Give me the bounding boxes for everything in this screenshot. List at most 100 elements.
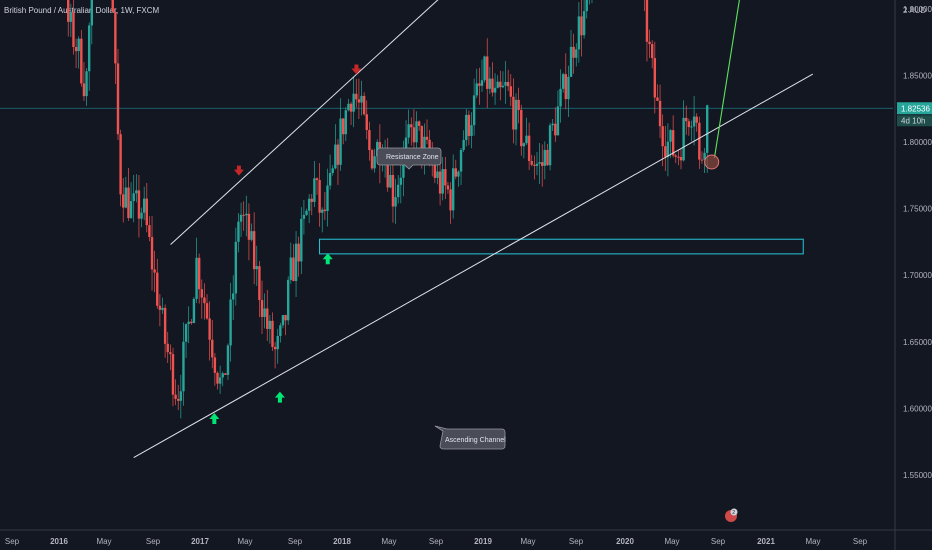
candle-body [543, 149, 547, 166]
candle-body [318, 180, 321, 213]
candle-body [87, 25, 91, 72]
channel-upper-line [170, 0, 439, 245]
candle-body [551, 123, 554, 126]
candle-body [512, 96, 515, 130]
candle-body [67, 0, 70, 22]
candle-body [410, 124, 413, 128]
resistance-zone-callout[interactable]: Resistance Zone [376, 147, 442, 170]
candle-body [352, 93, 355, 112]
candle-body [664, 146, 667, 157]
candle-body [651, 44, 654, 59]
candle-body [300, 218, 303, 262]
candle-body [302, 214, 306, 219]
y-tick-label: 1.80000 [903, 138, 932, 147]
up-arrow-marker [322, 253, 333, 265]
candle-body [679, 156, 683, 161]
projection-line [713, 0, 740, 159]
candle-body [475, 83, 478, 96]
candle-body [692, 116, 696, 127]
y-axis-unit: 2 AUD [903, 6, 926, 15]
candle-body [483, 56, 486, 81]
candle-body [687, 121, 691, 128]
candle-body [449, 189, 452, 211]
candle-body [577, 16, 581, 50]
up-arrow-marker [209, 412, 220, 424]
candle-body [305, 210, 308, 215]
candle-body [258, 266, 261, 301]
support-zone [319, 238, 804, 255]
candle-body [561, 74, 565, 89]
candle-body [69, 12, 73, 22]
candle-body [522, 143, 526, 147]
candle-body [234, 241, 238, 294]
candle-body [255, 266, 258, 270]
candle-body [245, 213, 248, 216]
x-tick-label: 2020 [616, 537, 634, 546]
candle-body [666, 141, 670, 157]
candle-body [326, 185, 329, 212]
candle-body [548, 125, 552, 166]
candle-body [658, 100, 662, 127]
x-tick-label: 2016 [50, 537, 68, 546]
candle-body [438, 171, 442, 194]
candle-body [129, 201, 133, 219]
candle-body [357, 99, 361, 103]
candle-body [671, 130, 675, 156]
candle-body [509, 86, 512, 97]
down-arrow-marker [233, 165, 244, 176]
candle-body [347, 103, 350, 111]
candle-body [268, 320, 272, 329]
candle-body [216, 372, 219, 384]
candle-body [501, 85, 505, 88]
candle-body [488, 78, 492, 89]
candle-body [690, 126, 693, 128]
candle-body [520, 109, 523, 147]
candle-body [336, 144, 340, 165]
x-tick-label: 2017 [191, 537, 209, 546]
x-tick-label: May [381, 537, 396, 546]
candle-body [674, 155, 677, 157]
alert-icon[interactable]: 2 [725, 508, 738, 523]
candle-body [224, 373, 227, 375]
candle-body [331, 168, 334, 173]
candle-body [263, 308, 266, 317]
ascending-channel-callout[interactable]: Ascending Channel [434, 425, 506, 450]
candle-body [190, 321, 193, 324]
candle-body [685, 117, 688, 122]
candle-body [169, 352, 172, 355]
candle-body [656, 97, 659, 101]
candle-body [580, 16, 583, 36]
candle-body [226, 345, 230, 375]
y-tick-label: 1.65000 [903, 338, 932, 347]
candle-body [444, 169, 447, 186]
candle-body [394, 197, 397, 207]
candle-body [279, 325, 282, 337]
y-axis: 2 AUD 1.55000 1.60000 1.65000 1.70000 1.7500… [903, 5, 932, 480]
candle-body [362, 95, 366, 115]
candle-body [232, 293, 235, 300]
x-tick-label: Sep [5, 537, 20, 546]
candle-body [506, 81, 510, 87]
candle-body [119, 134, 122, 195]
candle-body [404, 137, 408, 152]
candle-body [525, 135, 528, 144]
candle-body [407, 124, 410, 138]
candle-body [399, 177, 403, 185]
candle-body [307, 198, 311, 211]
candle-body [538, 162, 541, 164]
candle-body [661, 126, 664, 147]
candle-body [585, 0, 588, 12]
down-arrow-marker [351, 64, 362, 75]
candle-body [349, 103, 353, 112]
candle-body [365, 114, 368, 131]
candle-body [478, 83, 481, 86]
candle-body [127, 187, 130, 219]
candle-body [177, 398, 180, 401]
candle-body [323, 209, 327, 212]
candle-body [556, 106, 560, 136]
candle-body [334, 144, 337, 169]
candle-body [459, 149, 463, 172]
candle-body [74, 47, 78, 52]
x-tick-label: Sep [569, 537, 584, 546]
